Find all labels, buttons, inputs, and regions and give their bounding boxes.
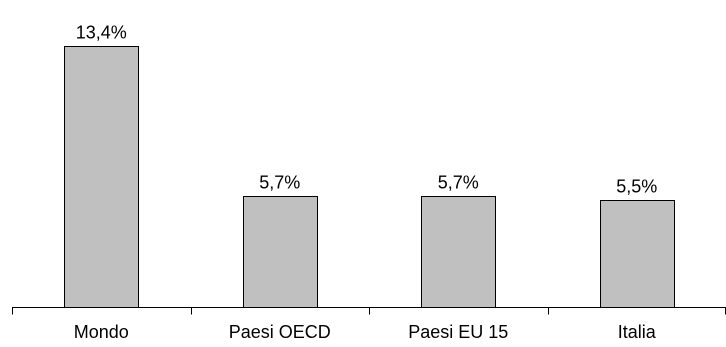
data-labels-group: 13,4% 5,7% 5,7% 5,5%	[76, 23, 658, 197]
category-label-paesi-oecd: Paesi OECD	[229, 322, 331, 342]
bar-mondo	[64, 46, 139, 308]
bar-paesi-oecd	[243, 196, 318, 308]
category-label-italia: Italia	[618, 322, 657, 342]
category-label-mondo: Mondo	[74, 322, 129, 342]
bar-italia	[600, 200, 675, 308]
data-label-italia: 5,5%	[616, 177, 657, 197]
category-labels-group: Mondo Paesi OECD Paesi EU 15 Italia	[74, 322, 657, 342]
data-label-mondo: 13,4%	[76, 23, 127, 43]
bars-group	[64, 46, 675, 308]
x-axis	[12, 307, 726, 315]
data-label-paesi-eu-15: 5,7%	[438, 173, 479, 193]
category-label-paesi-eu-15: Paesi EU 15	[408, 322, 508, 342]
bar-paesi-eu-15	[421, 196, 496, 308]
data-label-paesi-oecd: 5,7%	[259, 173, 300, 193]
